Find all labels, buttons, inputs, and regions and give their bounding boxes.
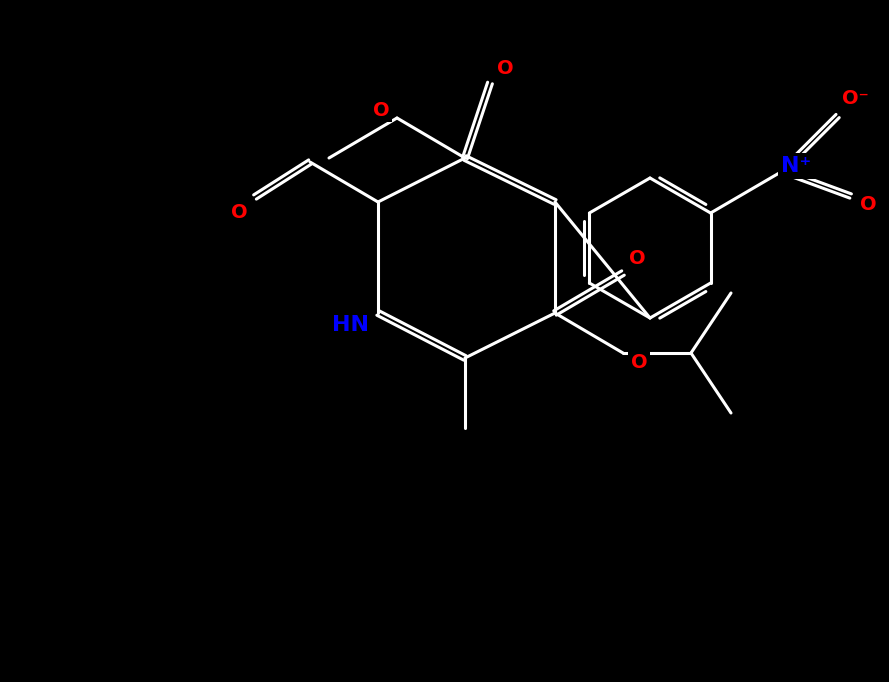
Text: HN: HN — [332, 315, 369, 335]
Text: O: O — [230, 203, 247, 222]
Text: O: O — [630, 353, 647, 372]
Text: O⁻: O⁻ — [842, 89, 869, 108]
Text: N⁺: N⁺ — [781, 156, 812, 176]
Text: O: O — [861, 194, 877, 213]
Text: O: O — [629, 248, 645, 267]
Text: O: O — [497, 59, 513, 78]
Text: O: O — [372, 100, 389, 119]
